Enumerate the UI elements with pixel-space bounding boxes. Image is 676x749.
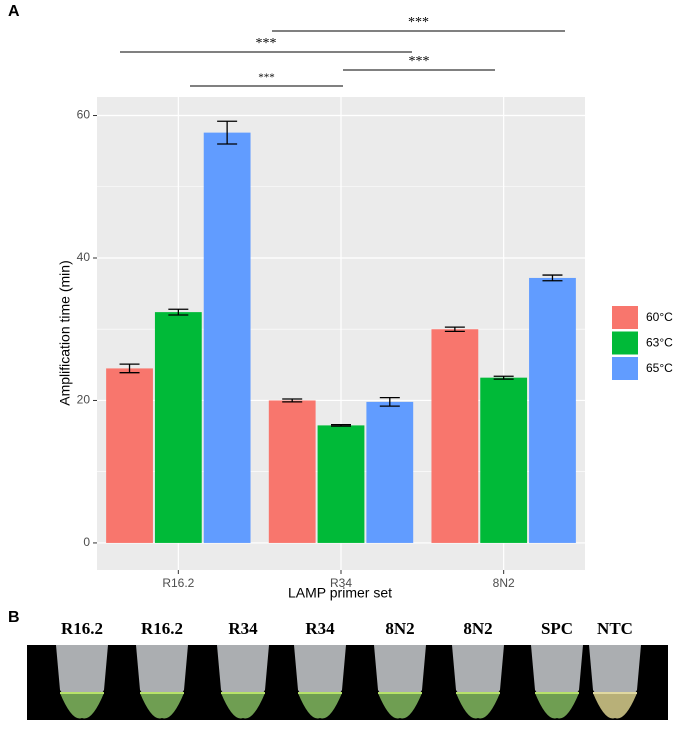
tube-liquid — [456, 693, 500, 719]
tube-label: R16.2 — [61, 619, 103, 638]
x-tick-label: 8N2 — [493, 576, 515, 590]
tube — [294, 645, 346, 708]
tube-label: R34 — [305, 619, 335, 638]
error-bar — [542, 274, 563, 282]
tube-liquid — [221, 693, 265, 719]
legend-label: 65°C — [646, 361, 673, 375]
y-axis-label: Amplification time (min) — [57, 260, 73, 405]
tube-liquid — [593, 693, 637, 719]
tube — [589, 645, 641, 708]
legend-label: 63°C — [646, 336, 673, 350]
legend-swatch — [612, 331, 638, 355]
x-tick-label: R34 — [330, 576, 352, 590]
x-axis-label: LAMP primer set — [288, 585, 392, 601]
tube-label: SPC — [541, 619, 573, 638]
tube-label: NTC — [597, 619, 633, 638]
bar — [431, 329, 479, 543]
tube-label: 8N2 — [463, 619, 492, 638]
tube — [452, 645, 504, 708]
significance-label: *** — [258, 72, 275, 84]
error-bar — [119, 363, 140, 374]
tube-liquid — [535, 693, 579, 719]
y-tick-label: 40 — [77, 250, 91, 264]
significance-label: *** — [408, 15, 429, 30]
tube-liquid — [378, 693, 422, 719]
legend-swatch — [612, 357, 638, 380]
error-bar — [379, 396, 400, 407]
legend-label: 60°C — [646, 310, 673, 324]
bar — [268, 400, 316, 543]
bar — [480, 377, 528, 543]
y-tick-label: 20 — [77, 393, 91, 407]
panel-label: A — [8, 3, 20, 20]
legend-swatch — [612, 306, 638, 329]
error-bar — [444, 326, 465, 333]
bar — [203, 132, 251, 543]
tube-label: R34 — [228, 619, 258, 638]
y-tick-label: 0 — [83, 535, 90, 549]
bar — [366, 401, 414, 543]
error-bar — [493, 375, 514, 380]
significance-label: *** — [409, 54, 430, 69]
error-bar — [168, 308, 189, 316]
bar — [317, 425, 365, 543]
bar — [106, 368, 153, 543]
x-tick-label: R16.2 — [162, 576, 194, 590]
significance-label: *** — [256, 36, 277, 51]
tube — [136, 645, 188, 708]
tube — [56, 645, 108, 708]
tube — [374, 645, 426, 708]
tube-liquid — [60, 693, 104, 719]
error-bar — [282, 398, 303, 403]
panel-label: B — [8, 609, 20, 626]
tube-label: R16.2 — [141, 619, 183, 638]
bar — [154, 312, 202, 543]
tube-liquid — [298, 693, 342, 719]
error-bar — [331, 424, 351, 427]
tube — [217, 645, 269, 708]
error-bar — [217, 120, 238, 145]
tube-label: 8N2 — [385, 619, 414, 638]
y-tick-label: 60 — [77, 108, 91, 122]
tube-liquid — [140, 693, 184, 719]
tube — [531, 645, 583, 708]
bar — [529, 277, 576, 543]
